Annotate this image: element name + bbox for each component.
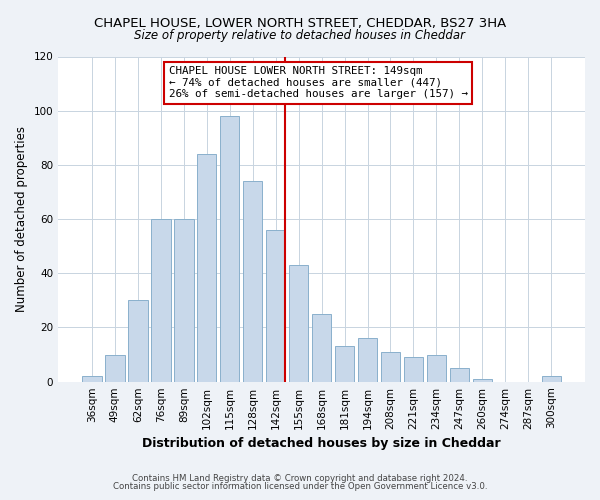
Bar <box>381 352 400 382</box>
Bar <box>358 338 377 382</box>
Bar <box>473 379 492 382</box>
Bar <box>427 354 446 382</box>
Bar <box>312 314 331 382</box>
Bar <box>404 358 423 382</box>
Bar <box>151 219 170 382</box>
Y-axis label: Number of detached properties: Number of detached properties <box>15 126 28 312</box>
Text: Contains public sector information licensed under the Open Government Licence v3: Contains public sector information licen… <box>113 482 487 491</box>
Bar <box>542 376 561 382</box>
Bar <box>449 368 469 382</box>
Bar <box>128 300 148 382</box>
Bar <box>289 265 308 382</box>
Bar <box>105 354 125 382</box>
X-axis label: Distribution of detached houses by size in Cheddar: Distribution of detached houses by size … <box>142 437 501 450</box>
Text: CHAPEL HOUSE, LOWER NORTH STREET, CHEDDAR, BS27 3HA: CHAPEL HOUSE, LOWER NORTH STREET, CHEDDA… <box>94 18 506 30</box>
Text: Size of property relative to detached houses in Cheddar: Size of property relative to detached ho… <box>134 29 466 42</box>
Text: Contains HM Land Registry data © Crown copyright and database right 2024.: Contains HM Land Registry data © Crown c… <box>132 474 468 483</box>
Bar <box>174 219 194 382</box>
Bar <box>197 154 217 382</box>
Bar <box>266 230 286 382</box>
Bar <box>335 346 355 382</box>
Bar <box>243 181 262 382</box>
Bar <box>220 116 239 382</box>
Text: CHAPEL HOUSE LOWER NORTH STREET: 149sqm
← 74% of detached houses are smaller (44: CHAPEL HOUSE LOWER NORTH STREET: 149sqm … <box>169 66 468 100</box>
Bar <box>82 376 101 382</box>
